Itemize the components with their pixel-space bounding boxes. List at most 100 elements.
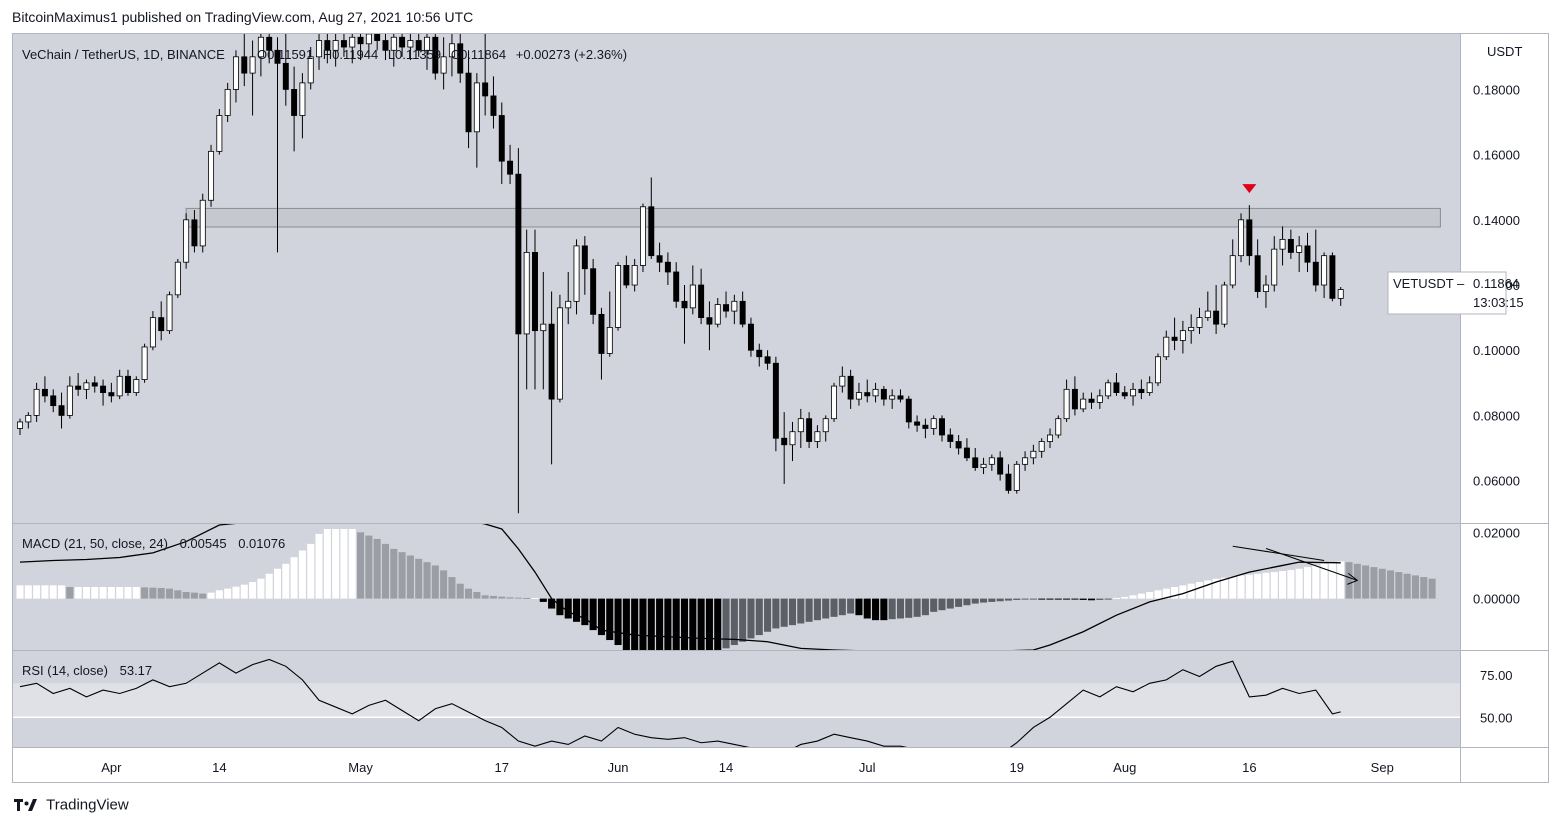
candle-up bbox=[872, 382, 879, 403]
candle-up bbox=[33, 382, 40, 422]
macd-histogram-bar bbox=[1387, 570, 1395, 599]
macd-histogram-bar bbox=[431, 565, 439, 599]
candle-body bbox=[91, 382, 98, 387]
candle-body bbox=[141, 346, 148, 380]
candle-up bbox=[1321, 252, 1328, 299]
candle-body bbox=[1080, 398, 1087, 410]
candle-down bbox=[1329, 252, 1336, 302]
price-tag-dash: – bbox=[1457, 276, 1465, 291]
macd-histogram-bar bbox=[149, 587, 157, 599]
candle-body bbox=[100, 385, 107, 393]
candle-up bbox=[1080, 392, 1087, 413]
candle-up bbox=[930, 415, 937, 435]
macd-histogram-bar bbox=[963, 598, 971, 606]
candle-down bbox=[507, 144, 514, 184]
macd-histogram-bar bbox=[647, 598, 655, 650]
candle-down bbox=[340, 34, 347, 57]
macd-histogram-bar bbox=[1046, 598, 1054, 600]
candle-down bbox=[648, 177, 655, 259]
macd-histogram-bar bbox=[240, 584, 248, 599]
macd-histogram-bar bbox=[298, 550, 306, 599]
price-tag[interactable]: VETUSDT – 0.11864 13:03:15 bbox=[1387, 271, 1524, 315]
macd-histogram-bar bbox=[174, 590, 182, 599]
macd-histogram-bar bbox=[1220, 577, 1228, 599]
rsi-axis-tick: 50.00 bbox=[1480, 710, 1513, 725]
macd-histogram-bar bbox=[539, 598, 547, 602]
candle-down bbox=[781, 412, 788, 484]
macd-histogram-bar bbox=[1179, 585, 1187, 599]
candle-body bbox=[864, 392, 871, 397]
macd-histogram-bar bbox=[1328, 562, 1336, 599]
macd-histogram-bar bbox=[49, 585, 57, 599]
macd-histogram-bar bbox=[597, 598, 605, 636]
macd-histogram-bar bbox=[888, 598, 896, 620]
macd-histogram-bar bbox=[1378, 568, 1386, 599]
candle-body bbox=[332, 40, 339, 51]
candle-body bbox=[1005, 473, 1012, 491]
macd-divergence-line bbox=[1232, 545, 1325, 561]
candle-body bbox=[723, 304, 730, 312]
macd-histogram-bar bbox=[249, 582, 257, 599]
candle-up bbox=[133, 376, 140, 396]
macd-histogram-bar bbox=[772, 598, 780, 629]
macd-histogram-bar bbox=[323, 528, 331, 599]
macd-histogram-bar bbox=[1063, 598, 1071, 600]
macd-histogram-bar bbox=[489, 595, 497, 599]
candle-down bbox=[490, 76, 497, 129]
candle-up bbox=[556, 294, 563, 403]
macd-histogram-bar bbox=[1428, 578, 1436, 599]
candle-down bbox=[723, 291, 730, 318]
currency-label: USDT bbox=[1487, 44, 1522, 59]
macd-histogram-bar bbox=[24, 585, 32, 599]
price-tag-countdown: 13:03:15 bbox=[1473, 295, 1524, 310]
macd-histogram-bar bbox=[1071, 598, 1079, 600]
candle-up bbox=[224, 82, 231, 123]
candle-up bbox=[640, 203, 646, 272]
chart-canvas[interactable]: 0.180000.160000.140000.120000.100000.080… bbox=[12, 33, 1549, 783]
candle-down bbox=[1138, 379, 1145, 400]
macd-histogram-bar bbox=[1096, 598, 1104, 600]
candle-body bbox=[673, 271, 680, 302]
candle-body bbox=[689, 284, 696, 309]
candle-down bbox=[324, 34, 331, 64]
macd-histogram-bar bbox=[448, 577, 456, 599]
candle-down bbox=[955, 434, 962, 455]
candle-down bbox=[58, 392, 65, 429]
macd-histogram-bar bbox=[1154, 590, 1162, 599]
macd-histogram-bar bbox=[1054, 598, 1062, 600]
candle-body bbox=[216, 115, 223, 152]
candle-up bbox=[1279, 226, 1286, 266]
axes: 0.180000.160000.140000.120000.100000.080… bbox=[101, 82, 1520, 775]
candle-body bbox=[1229, 255, 1236, 286]
candle-down bbox=[50, 389, 57, 413]
candle-down bbox=[905, 395, 912, 429]
candle-body bbox=[274, 49, 281, 64]
candle-body bbox=[598, 313, 605, 354]
macd-histogram-bar bbox=[606, 598, 614, 641]
candle-up bbox=[1337, 286, 1344, 306]
candle-body bbox=[1179, 330, 1186, 341]
macd-histogram-bar bbox=[747, 598, 755, 639]
candle-up bbox=[1013, 461, 1020, 494]
candle-down bbox=[598, 307, 605, 380]
tradingview-brand[interactable]: TradingView bbox=[14, 796, 129, 814]
macd-histogram-bar bbox=[980, 598, 988, 603]
macd-axis-tick: 0.00000 bbox=[1473, 592, 1520, 607]
candle-body bbox=[25, 415, 32, 423]
candle-body bbox=[357, 36, 364, 45]
candle-body bbox=[797, 418, 804, 433]
candle-down bbox=[399, 34, 406, 57]
candle-body bbox=[1221, 284, 1228, 325]
candle-body bbox=[772, 362, 779, 439]
candle-body bbox=[33, 388, 40, 416]
macd-histogram-bar bbox=[1254, 573, 1262, 599]
candle-body bbox=[1213, 310, 1220, 325]
macd-histogram-bar bbox=[440, 570, 448, 599]
candle-body bbox=[1088, 398, 1095, 403]
candle-down bbox=[91, 376, 98, 393]
macd-histogram-bar bbox=[1204, 580, 1212, 599]
macd-histogram-bar bbox=[755, 598, 763, 636]
rsi-band bbox=[13, 683, 1460, 718]
macd-histogram-bar bbox=[622, 598, 630, 650]
candle-down bbox=[581, 236, 588, 295]
